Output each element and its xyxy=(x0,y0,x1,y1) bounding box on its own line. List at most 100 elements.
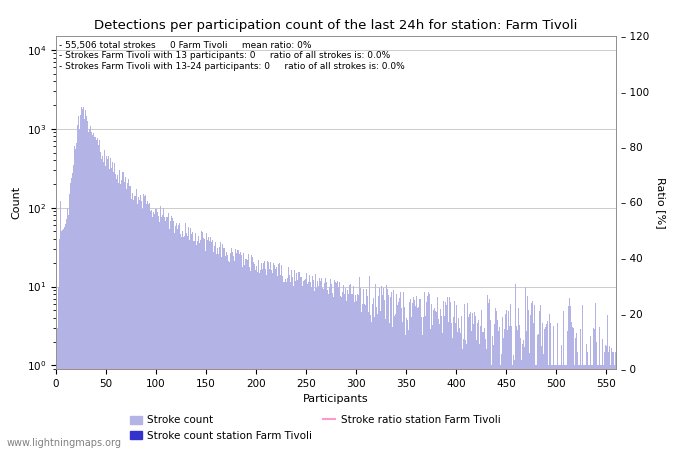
Bar xyxy=(613,365,615,450)
Bar xyxy=(109,158,111,450)
Bar xyxy=(92,134,94,450)
Bar xyxy=(265,275,267,450)
Bar xyxy=(512,355,514,450)
Bar xyxy=(134,196,136,450)
Bar xyxy=(444,302,445,450)
Bar xyxy=(88,129,90,450)
Bar xyxy=(519,338,521,450)
Bar xyxy=(141,209,143,450)
Bar xyxy=(454,323,456,450)
Bar xyxy=(601,339,603,450)
Bar xyxy=(125,189,127,450)
Bar xyxy=(367,297,368,450)
Bar xyxy=(484,339,486,450)
Bar xyxy=(507,330,508,450)
Bar xyxy=(386,288,388,450)
Bar xyxy=(151,217,153,450)
Bar xyxy=(468,314,470,450)
Bar xyxy=(325,278,326,450)
Bar xyxy=(521,360,522,450)
Bar xyxy=(118,170,120,450)
Bar xyxy=(305,273,307,450)
Bar xyxy=(416,308,417,450)
Bar xyxy=(200,231,202,450)
Bar xyxy=(379,310,381,450)
Bar xyxy=(424,315,426,450)
Bar xyxy=(337,287,339,450)
Bar xyxy=(372,298,374,450)
Bar xyxy=(281,275,283,450)
Bar xyxy=(85,116,87,450)
Bar xyxy=(190,234,192,450)
Bar xyxy=(111,162,113,450)
Bar xyxy=(598,327,599,450)
Bar xyxy=(549,314,550,450)
Bar xyxy=(542,354,543,450)
Bar xyxy=(528,353,529,450)
Bar xyxy=(374,284,375,450)
Bar xyxy=(584,365,585,450)
Bar xyxy=(384,319,386,450)
Bar xyxy=(358,277,360,450)
Bar xyxy=(328,287,330,450)
Bar xyxy=(461,349,463,450)
Bar xyxy=(120,180,122,450)
Bar xyxy=(433,308,435,450)
Bar xyxy=(501,317,503,450)
Bar xyxy=(342,285,344,450)
Bar xyxy=(543,329,545,450)
Bar xyxy=(248,266,249,450)
Bar xyxy=(524,287,526,450)
Bar xyxy=(197,236,199,450)
Bar xyxy=(123,182,125,450)
Bar xyxy=(288,275,290,450)
Bar xyxy=(610,348,612,450)
Bar xyxy=(545,324,547,450)
Bar xyxy=(526,296,528,450)
Bar xyxy=(489,320,491,450)
Bar xyxy=(59,239,60,450)
Bar xyxy=(498,327,500,450)
Bar xyxy=(332,297,333,450)
Bar xyxy=(491,336,493,450)
Bar xyxy=(353,286,354,450)
Bar xyxy=(582,365,584,450)
Bar xyxy=(116,176,118,450)
Bar xyxy=(158,222,160,450)
Legend: Stroke count, Stroke count station Farm Tivoli, Stroke ratio station Farm Tivoli: Stroke count, Stroke count station Farm … xyxy=(125,411,505,445)
Bar xyxy=(585,344,587,450)
Bar xyxy=(297,279,298,450)
Bar xyxy=(575,333,577,450)
Bar xyxy=(396,305,398,450)
Bar xyxy=(206,240,207,450)
Bar xyxy=(391,327,393,450)
Bar xyxy=(60,230,62,450)
Bar xyxy=(260,263,262,450)
X-axis label: Participants: Participants xyxy=(303,394,369,404)
Bar xyxy=(244,259,246,450)
Bar xyxy=(312,280,314,450)
Bar xyxy=(284,279,286,450)
Bar xyxy=(535,365,536,450)
Bar xyxy=(536,335,538,450)
Bar xyxy=(419,299,421,450)
Bar xyxy=(568,297,570,450)
Bar xyxy=(449,302,451,450)
Bar xyxy=(381,286,382,450)
Bar xyxy=(179,234,181,450)
Bar xyxy=(463,303,465,450)
Bar xyxy=(395,294,396,450)
Bar xyxy=(230,248,232,450)
Bar xyxy=(452,317,454,450)
Bar xyxy=(402,292,403,450)
Bar xyxy=(475,340,477,450)
Bar xyxy=(319,281,321,450)
Bar xyxy=(566,331,568,450)
Bar xyxy=(347,294,349,450)
Bar xyxy=(146,202,148,450)
Bar xyxy=(360,311,361,450)
Bar xyxy=(505,310,507,450)
Bar xyxy=(216,248,218,450)
Bar xyxy=(246,260,248,450)
Bar xyxy=(176,229,178,450)
